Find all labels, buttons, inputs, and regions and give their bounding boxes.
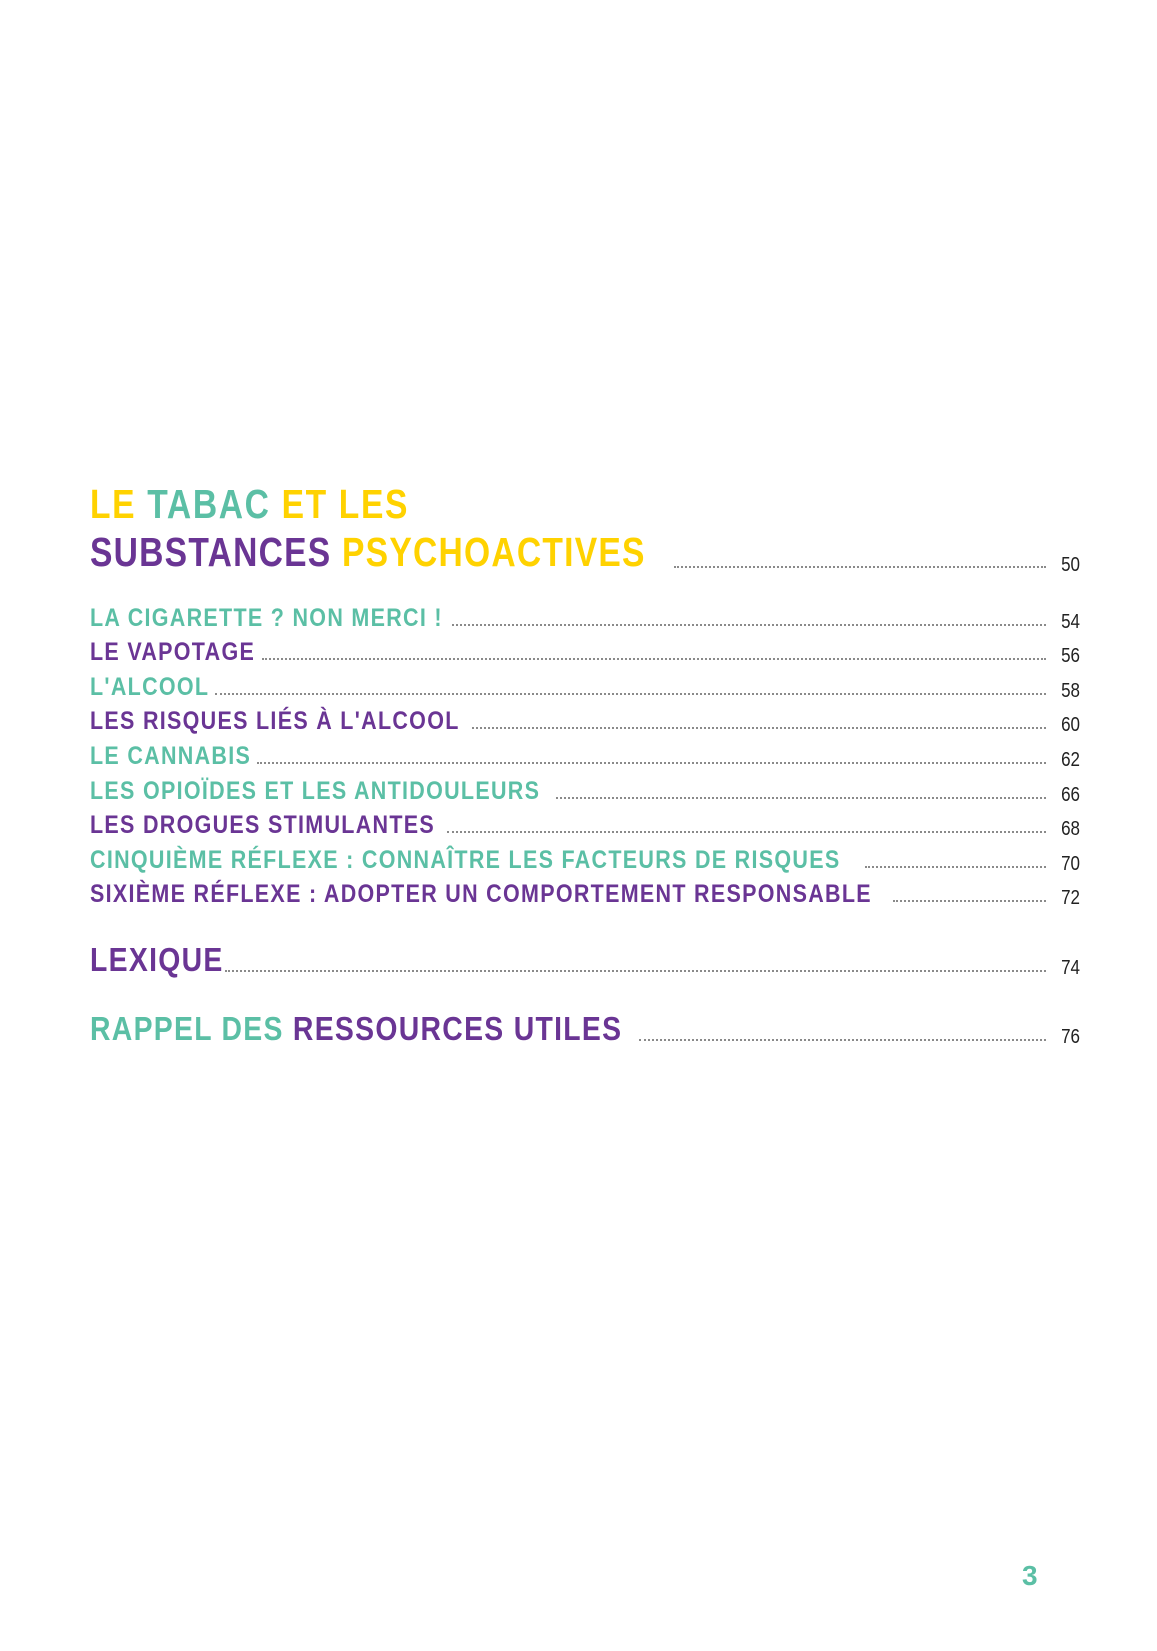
entry-label: L'ALCOOL — [90, 672, 210, 701]
title-word-et-les: ET LES — [270, 481, 410, 527]
page-number: 70 — [1061, 852, 1080, 875]
toc-entry-risques-alcool[interactable]: LES RISQUES LIÉS À L'ALCOOL 60 — [90, 702, 1080, 737]
dot-leader — [893, 900, 1046, 903]
toc-entry-cannabis[interactable]: LE CANNABIS 62 — [90, 736, 1080, 771]
dot-leader — [864, 865, 1046, 868]
toc-entry-lexique[interactable]: LEXIQUE 74 — [90, 939, 1080, 979]
entry-label: LE VAPOTAGE — [90, 638, 256, 667]
page-number: 66 — [1061, 783, 1080, 806]
ressources-label-part-1: RAPPEL DES — [90, 1010, 284, 1048]
ressources-label-part-2: RESSOURCES UTILES — [283, 1010, 623, 1048]
toc-entries: LA CIGARETTE ? NON MERCI ! 54 LE VAPOTAG… — [90, 598, 1080, 910]
toc-entry-opioides[interactable]: LES OPIOÏDES ET LES ANTIDOULEURS 66 — [90, 771, 1080, 806]
dot-leader — [452, 623, 1046, 626]
toc-entry-cigarette[interactable]: LA CIGARETTE ? NON MERCI ! 54 — [90, 598, 1080, 633]
toc-entry-vapotage[interactable]: LE VAPOTAGE 56 — [90, 633, 1080, 668]
toc-entry-drogues-stimulantes[interactable]: LES DROGUES STIMULANTES 68 — [90, 806, 1080, 841]
section-heading: LE TABAC ET LES SUBSTANCES PSYCHOACTIVES… — [90, 480, 1080, 576]
dot-leader — [214, 692, 1046, 695]
page-number: 60 — [1061, 714, 1080, 737]
entry-label: LES RISQUES LIÉS À L'ALCOOL — [90, 707, 460, 736]
dot-leader — [673, 566, 1046, 568]
toc-entry-sixieme-reflexe[interactable]: SIXIÈME RÉFLEXE : ADOPTER UN COMPORTEMEN… — [90, 875, 1080, 910]
entry-label: LA CIGARETTE ? NON MERCI ! — [90, 603, 443, 632]
page-number: 74 — [1061, 957, 1080, 980]
toc-entry-alcool[interactable]: L'ALCOOL 58 — [90, 667, 1080, 702]
folio-page-number: 3 — [1022, 1560, 1038, 1591]
lexique-label: LEXIQUE — [90, 941, 224, 979]
dot-leader — [555, 796, 1046, 799]
title-word-le: LE — [90, 481, 148, 527]
page-number: 54 — [1061, 610, 1080, 633]
table-of-contents: LE TABAC ET LES SUBSTANCES PSYCHOACTIVES… — [90, 480, 1080, 1048]
page-number: 76 — [1061, 1026, 1080, 1049]
toc-entry-cinquieme-reflexe[interactable]: CINQUIÈME RÉFLEXE : CONNAÎTRE LES FACTEU… — [90, 840, 1080, 875]
title-word-substances: SUBSTANCES — [90, 529, 332, 575]
dot-leader — [639, 1039, 1046, 1042]
section-title-row[interactable]: SUBSTANCES PSYCHOACTIVES 50 — [90, 528, 1080, 576]
page-number: 50 — [1061, 554, 1080, 576]
entry-label: LE CANNABIS — [90, 741, 252, 770]
dot-leader — [225, 970, 1046, 973]
entry-label: LES DROGUES STIMULANTES — [90, 811, 436, 840]
dot-leader — [257, 761, 1046, 764]
page-number: 72 — [1061, 887, 1080, 910]
page-number: 58 — [1061, 679, 1080, 702]
ressources-label: RAPPEL DES RESSOURCES UTILES — [90, 1010, 622, 1048]
page-number: 62 — [1061, 748, 1080, 771]
section-title-line-1: LE TABAC ET LES — [90, 480, 902, 528]
toc-entry-ressources-utiles[interactable]: RAPPEL DES RESSOURCES UTILES 76 — [90, 1008, 1080, 1048]
entry-label: LES OPIOÏDES ET LES ANTIDOULEURS — [90, 776, 541, 805]
dot-leader — [447, 831, 1046, 834]
entry-label: SIXIÈME RÉFLEXE : ADOPTER UN COMPORTEMEN… — [90, 880, 872, 909]
entry-label: CINQUIÈME RÉFLEXE : CONNAÎTRE LES FACTEU… — [90, 845, 841, 874]
page-number: 68 — [1061, 818, 1080, 841]
title-word-psychoactives: PSYCHOACTIVES — [331, 529, 646, 575]
page-number: 56 — [1061, 645, 1080, 668]
title-word-tabac: TABAC — [147, 481, 271, 527]
dot-leader — [471, 727, 1046, 730]
dot-leader — [261, 658, 1046, 661]
section-title-line-2: SUBSTANCES PSYCHOACTIVES — [90, 528, 646, 576]
